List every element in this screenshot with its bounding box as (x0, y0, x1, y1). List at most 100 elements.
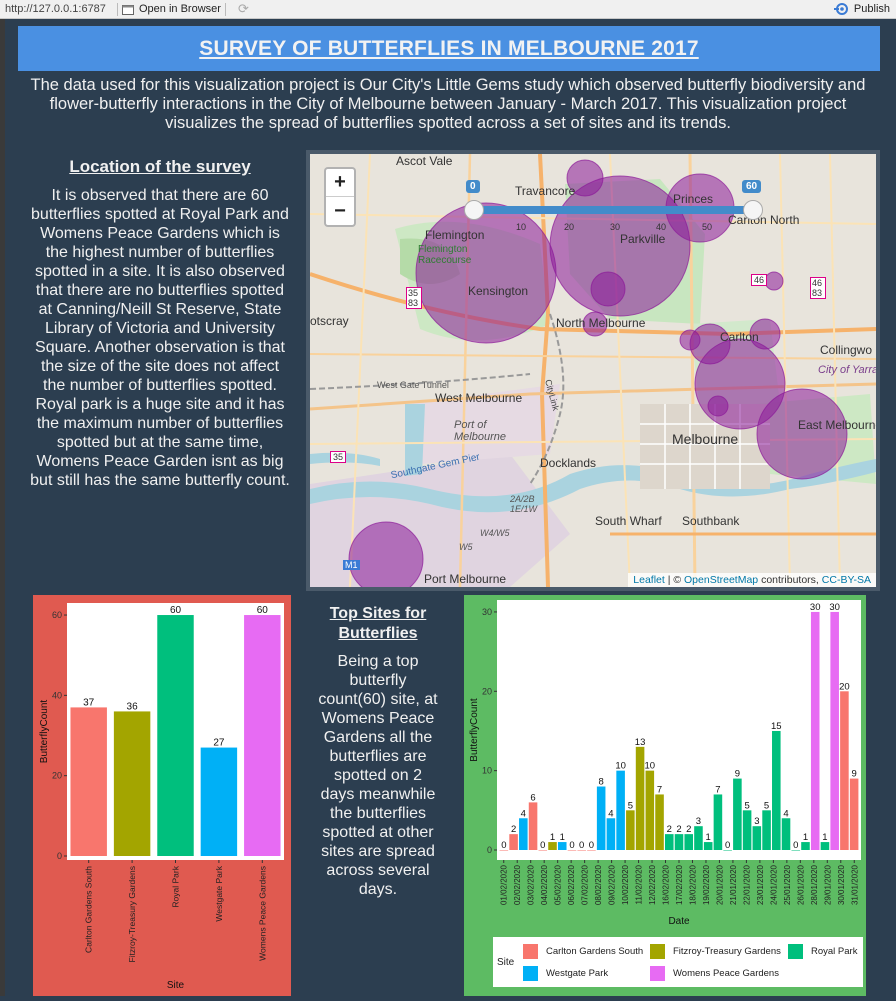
bar-value-label: 36 (127, 701, 139, 712)
bar-value-label: 7 (715, 784, 720, 795)
site-circle-north-small[interactable] (764, 271, 784, 291)
map-label: Collingwo (820, 343, 873, 357)
attribution-sep: | © (664, 574, 685, 586)
map-attribution: Leaflet | © OpenStreetMap contributors, … (628, 573, 876, 587)
bar-value-label: 1 (803, 832, 808, 843)
map-label: Melbourne (672, 431, 739, 447)
bar-value-label: 60 (257, 605, 269, 616)
license-link[interactable]: CC-BY-SA (821, 574, 871, 586)
viewer-toolbar: http://127.0.0.1:6787 Open in Browser ⟳ … (0, 0, 896, 19)
count-range-slider[interactable]: 0 60 10 20 30 40 50 (460, 178, 763, 233)
toolbar-divider (224, 2, 226, 16)
bar (694, 826, 703, 850)
refresh-icon[interactable]: ⟳ (237, 1, 249, 16)
bar (820, 842, 830, 850)
x-tick-label: 12/02/2020 (648, 864, 657, 905)
site-circle-fitzroy-gardens[interactable] (756, 388, 848, 480)
map-label: Flemington Racecourse (418, 244, 472, 266)
bar-value-label: 3 (754, 816, 759, 827)
bar (840, 691, 849, 850)
bar (664, 834, 674, 850)
x-tick-label: 07/02/2020 (581, 864, 590, 905)
bar (791, 850, 801, 851)
site-circle-carlton-b[interactable] (749, 318, 781, 350)
x-tick-label: 24/01/2020 (769, 864, 778, 905)
y-tick-label: 40 (52, 690, 62, 700)
route-badge: 46 83 (810, 277, 826, 299)
x-tick-label: 31/01/2020 (850, 864, 859, 905)
bar-value-label: 8 (599, 777, 604, 788)
x-tick-label: 16/02/2020 (662, 864, 671, 905)
zoom-in-button[interactable]: + (326, 169, 354, 197)
map-label: Docklands (540, 456, 597, 470)
publish-button[interactable]: Publish (833, 3, 890, 15)
zoom-out-button[interactable]: − (334, 199, 346, 222)
map-label: Port of Melbourne (454, 419, 506, 443)
slider-handle-min[interactable] (464, 200, 484, 220)
bar (519, 818, 528, 850)
x-tick-label: 28/01/2020 (810, 864, 819, 905)
site-circle-carlton-c[interactable] (679, 329, 701, 351)
bar-value-label: 7 (657, 784, 662, 795)
bar-value-label: 2 (676, 824, 681, 835)
site-circle-travancore[interactable] (566, 159, 604, 197)
leaflet-link[interactable]: Leaflet (633, 574, 665, 586)
bar (713, 794, 723, 850)
plot-panel (497, 600, 861, 860)
bar-value-label: 9 (735, 769, 740, 780)
title-banner: SURVEY OF BUTTERFLIES IN MELBOURNE 2017 (18, 26, 880, 71)
bar (567, 850, 577, 851)
bar (635, 746, 645, 850)
bar (70, 707, 107, 856)
bar-value-label: 5 (628, 800, 633, 811)
x-tick-label: Royal Park (171, 865, 181, 907)
map-label: Travancore (515, 184, 576, 198)
y-tick-label: 10 (482, 766, 492, 776)
bar-value-label: 4 (608, 808, 613, 819)
map-label: City of Yarra (818, 364, 879, 376)
x-tick-label: 02/02/2020 (513, 864, 522, 905)
bar (742, 810, 752, 850)
bar (616, 770, 625, 850)
map-label: Princes (673, 192, 714, 206)
window-edge (0, 19, 5, 996)
site-circle-small-1[interactable] (590, 271, 626, 307)
legend-swatch (650, 966, 665, 981)
map-label: W4/W5 (480, 528, 510, 538)
x-tick-label: 21/01/2020 (729, 864, 738, 905)
bar (200, 747, 238, 856)
osm-link[interactable]: OpenStreetMap (684, 574, 759, 586)
map-label: Flemington (425, 228, 485, 242)
map-label: Kensington (468, 284, 529, 298)
bar-value-label: 0 (793, 840, 798, 851)
site-circle-westgate-park[interactable] (348, 521, 424, 587)
route-badge: 35 83 (406, 287, 422, 309)
bar (772, 730, 781, 850)
x-tick-label: 29/01/2020 (823, 864, 832, 905)
bar (499, 850, 509, 851)
bar-value-label: 0 (569, 840, 574, 851)
y-tick-label: 30 (482, 607, 492, 617)
slider-tick: 20 (564, 222, 575, 232)
site-circle-carlton-d[interactable] (707, 395, 729, 417)
bar-value-label: 0 (579, 840, 584, 851)
bar-value-label: 2 (667, 824, 672, 835)
url-text: http://127.0.0.1:6787 (5, 3, 106, 15)
open-in-browser-button[interactable]: Open in Browser (122, 3, 221, 15)
bar (538, 850, 548, 851)
legend-item: Fitzroy-Treasury Gardens (650, 944, 781, 959)
location-paragraph: It is observed that there are 60 butterf… (30, 187, 290, 489)
bar-value-label: 5 (764, 800, 769, 811)
slider-max-label: 60 (742, 180, 762, 193)
attribution-contrib: contributors, (758, 574, 822, 586)
slider-handle-max[interactable] (743, 200, 763, 220)
x-tick-label: 20/01/2020 (715, 864, 724, 905)
bar-value-label: 0 (725, 840, 730, 851)
publish-label: Publish (853, 3, 890, 15)
bar-value-label: 10 (645, 761, 656, 772)
y-axis-label: ButterflyCount (39, 700, 50, 764)
site-circle-small-2[interactable] (582, 311, 608, 337)
butterfly-map[interactable]: Ascot Vale Travancore Princes Carlton No… (306, 150, 880, 591)
map-label: South Wharf (595, 514, 662, 528)
